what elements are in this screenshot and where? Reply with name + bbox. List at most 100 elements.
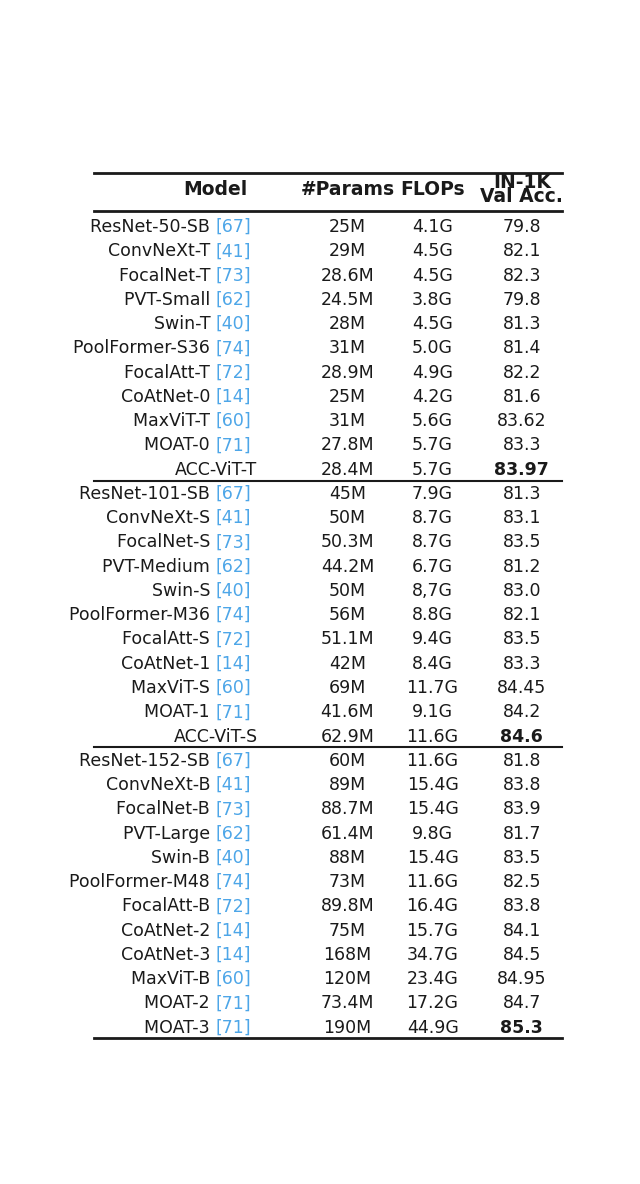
Text: #Params: #Params <box>300 180 394 199</box>
Text: 27.8M: 27.8M <box>321 437 374 455</box>
Text: MaxViT-S: MaxViT-S <box>131 678 216 697</box>
Text: PoolFormer-M36: PoolFormer-M36 <box>69 606 216 624</box>
Text: CoAtNet-2: CoAtNet-2 <box>121 921 216 940</box>
Text: PVT-Medium: PVT-Medium <box>102 558 216 575</box>
Text: [14]: [14] <box>216 655 251 673</box>
Text: 44.2M: 44.2M <box>321 558 374 575</box>
Text: [67]: [67] <box>216 752 252 770</box>
Text: 4.2G: 4.2G <box>412 388 453 406</box>
Text: 83.5: 83.5 <box>502 849 541 867</box>
Text: 16.4G: 16.4G <box>406 897 459 915</box>
Text: 4.5G: 4.5G <box>412 266 453 284</box>
Text: [73]: [73] <box>216 266 252 284</box>
Text: [72]: [72] <box>216 897 252 915</box>
Text: 44.9G: 44.9G <box>406 1018 459 1036</box>
Text: [60]: [60] <box>216 970 252 989</box>
Text: 31M: 31M <box>329 412 366 430</box>
Text: 50.3M: 50.3M <box>321 534 374 552</box>
Text: 7.9G: 7.9G <box>412 485 453 503</box>
Text: 83.3: 83.3 <box>502 437 541 455</box>
Text: [71]: [71] <box>216 995 252 1012</box>
Text: 5.6G: 5.6G <box>412 412 453 430</box>
Text: 15.4G: 15.4G <box>406 800 459 818</box>
Text: 11.6G: 11.6G <box>406 727 459 746</box>
Text: [40]: [40] <box>216 849 251 867</box>
Text: [60]: [60] <box>216 412 252 430</box>
Text: FocalAtt-B: FocalAtt-B <box>122 897 216 915</box>
Text: 73M: 73M <box>329 873 366 892</box>
Text: ACC-ViT-T: ACC-ViT-T <box>175 461 257 478</box>
Text: 15.7G: 15.7G <box>406 921 459 940</box>
Text: 84.95: 84.95 <box>497 970 547 989</box>
Text: 88M: 88M <box>329 849 366 867</box>
Text: FocalNet-T: FocalNet-T <box>118 266 216 284</box>
Text: FocalNet-B: FocalNet-B <box>116 800 216 818</box>
Text: 84.1: 84.1 <box>502 921 541 940</box>
Text: 28.9M: 28.9M <box>321 363 374 381</box>
Text: PoolFormer-M48: PoolFormer-M48 <box>69 873 216 892</box>
Text: ResNet-50-SB: ResNet-50-SB <box>90 218 216 236</box>
Text: 8,7G: 8,7G <box>412 583 453 600</box>
Text: FocalAtt-S: FocalAtt-S <box>122 631 216 649</box>
Text: 50M: 50M <box>329 583 366 600</box>
Text: 3.8G: 3.8G <box>412 291 453 309</box>
Text: 75M: 75M <box>329 921 366 940</box>
Text: 5.7G: 5.7G <box>412 461 453 478</box>
Text: MaxViT-T: MaxViT-T <box>133 412 216 430</box>
Text: MOAT-3: MOAT-3 <box>145 1018 216 1036</box>
Text: 4.5G: 4.5G <box>412 315 453 333</box>
Text: 42M: 42M <box>329 655 366 673</box>
Text: CoAtNet-1: CoAtNet-1 <box>121 655 216 673</box>
Text: 82.5: 82.5 <box>502 873 541 892</box>
Text: [14]: [14] <box>216 388 251 406</box>
Text: [60]: [60] <box>216 678 252 697</box>
Text: [67]: [67] <box>216 485 252 503</box>
Text: 83.5: 83.5 <box>502 631 541 649</box>
Text: 8.7G: 8.7G <box>412 509 453 527</box>
Text: PoolFormer-S36: PoolFormer-S36 <box>73 340 216 358</box>
Text: 82.3: 82.3 <box>502 266 541 284</box>
Text: 82.1: 82.1 <box>502 243 541 260</box>
Text: 23.4G: 23.4G <box>406 970 459 989</box>
Text: 84.6: 84.6 <box>500 727 543 746</box>
Text: 85.3: 85.3 <box>500 1018 543 1036</box>
Text: PVT-Large: PVT-Large <box>123 824 216 843</box>
Text: 88.7M: 88.7M <box>321 800 374 818</box>
Text: Val Acc.: Val Acc. <box>480 187 563 206</box>
Text: CoAtNet-0: CoAtNet-0 <box>121 388 216 406</box>
Text: FLOPs: FLOPs <box>400 180 465 199</box>
Text: [74]: [74] <box>216 873 251 892</box>
Text: 89M: 89M <box>329 776 366 794</box>
Text: [72]: [72] <box>216 363 252 381</box>
Text: 73.4M: 73.4M <box>321 995 374 1012</box>
Text: 83.3: 83.3 <box>502 655 541 673</box>
Text: PVT-Small: PVT-Small <box>124 291 216 309</box>
Text: 120M: 120M <box>323 970 371 989</box>
Text: [71]: [71] <box>216 703 252 721</box>
Text: [41]: [41] <box>216 509 251 527</box>
Text: 51.1M: 51.1M <box>321 631 374 649</box>
Text: 69M: 69M <box>329 678 366 697</box>
Text: 45M: 45M <box>329 485 366 503</box>
Text: 81.4: 81.4 <box>502 340 541 358</box>
Text: 9.4G: 9.4G <box>412 631 453 649</box>
Text: IN-1K: IN-1K <box>493 173 550 192</box>
Text: 4.9G: 4.9G <box>412 363 453 381</box>
Text: [62]: [62] <box>216 291 252 309</box>
Text: [71]: [71] <box>216 1018 252 1036</box>
Text: 83.8: 83.8 <box>502 776 541 794</box>
Text: 84.7: 84.7 <box>502 995 541 1012</box>
Text: 50M: 50M <box>329 509 366 527</box>
Text: 15.4G: 15.4G <box>406 776 459 794</box>
Text: MOAT-0: MOAT-0 <box>145 437 216 455</box>
Text: 60M: 60M <box>329 752 366 770</box>
Text: 83.1: 83.1 <box>502 509 541 527</box>
Text: 56M: 56M <box>329 606 366 624</box>
Text: 25M: 25M <box>329 388 366 406</box>
Text: 84.2: 84.2 <box>502 703 541 721</box>
Text: 83.0: 83.0 <box>502 583 541 600</box>
Text: 31M: 31M <box>329 340 366 358</box>
Text: [72]: [72] <box>216 631 252 649</box>
Text: [14]: [14] <box>216 946 251 964</box>
Text: [74]: [74] <box>216 606 251 624</box>
